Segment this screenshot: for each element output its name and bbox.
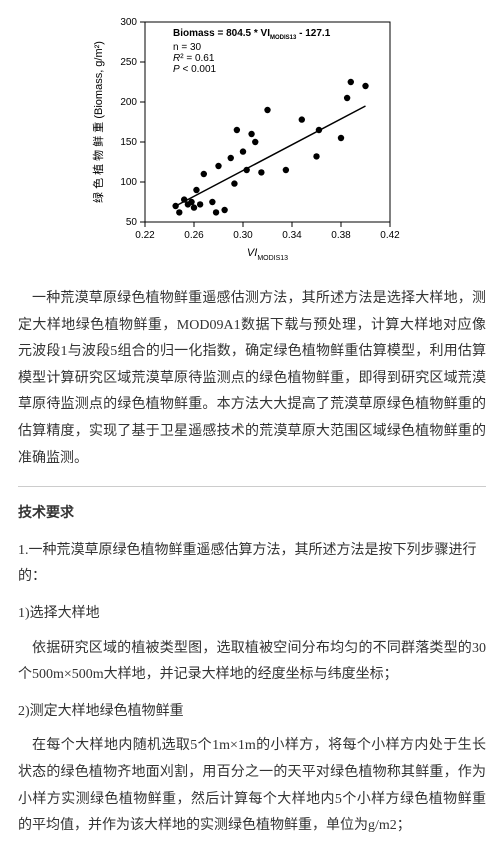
svg-text:VIMODIS13: VIMODIS13: [247, 247, 288, 262]
svg-text:0.26: 0.26: [184, 230, 204, 241]
svg-text:300: 300: [120, 17, 137, 28]
claim-1: 1.一种荒漠草原绿色植物鲜重遥感估算方法，其所述方法是按下列步骤进行的：: [18, 538, 486, 591]
svg-text:0.42: 0.42: [380, 230, 400, 241]
svg-text:P < 0.001: P < 0.001: [173, 64, 217, 75]
svg-text:50: 50: [126, 217, 138, 228]
biomass-scatter-chart: 0.22 0.26 0.30 0.34 0.38 0.42 50 100 150 200 250 30…: [87, 12, 417, 272]
svg-text:R² = 0.61: R² = 0.61: [173, 53, 215, 64]
svg-text:0.30: 0.30: [233, 230, 253, 241]
svg-text:250: 250: [120, 57, 137, 68]
svg-text:0.38: 0.38: [331, 230, 351, 241]
svg-text:0.34: 0.34: [282, 230, 302, 241]
svg-text:n = 30: n = 30: [173, 42, 202, 53]
svg-text:绿 色 植 物 鲜 重 (Biomass, g/m²): 绿 色 植 物 鲜 重 (Biomass, g/m²): [91, 41, 105, 203]
section-heading: 技术要求: [18, 501, 486, 528]
step-2-heading: 2)测定大样地绿色植物鲜重: [18, 699, 486, 726]
svg-text:0.22: 0.22: [135, 230, 155, 241]
step-1-heading: 1)选择大样地: [18, 601, 486, 628]
step-1-body: 依据研究区域的植被类型图，选取植被空间分布均匀的不同群落类型的30个500m×5…: [18, 636, 486, 689]
svg-text:150: 150: [120, 137, 137, 148]
step-2-body: 在每个大样地内随机选取5个1m×1m的小样方，将每个小样方内处于生长状态的绿色植…: [18, 733, 486, 839]
abstract-paragraph: 一种荒漠草原绿色植物鲜重遥感估测方法，其所述方法是选择大样地，测定大样地绿色植物…: [18, 286, 486, 472]
svg-text:Biomass = 804.5 * VIMODIS13 -: Biomass = 804.5 * VIMODIS13 - 127.1: [173, 28, 331, 41]
divider: [18, 486, 486, 487]
svg-text:200: 200: [120, 97, 137, 108]
svg-text:100: 100: [120, 177, 137, 188]
